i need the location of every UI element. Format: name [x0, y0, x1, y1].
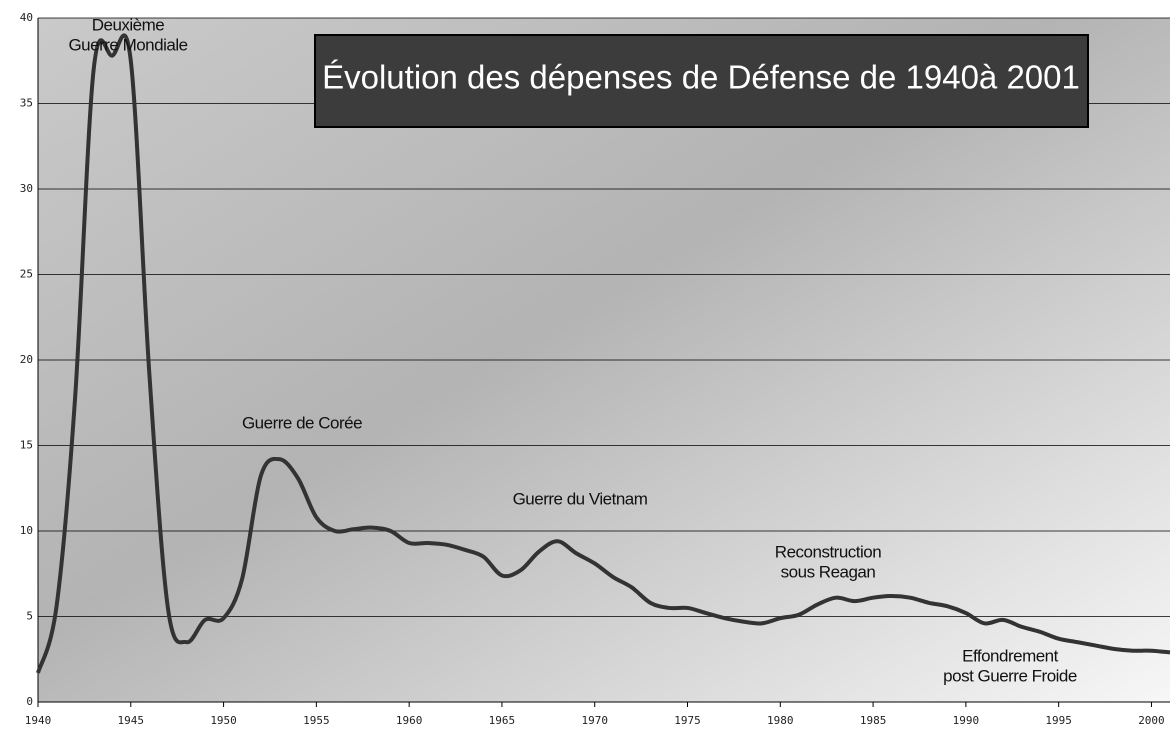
annotation: post Guerre Froide: [943, 666, 1077, 685]
annotation: Guerre de Corée: [242, 413, 362, 432]
y-tick-label: 25: [20, 268, 33, 281]
y-tick-label: 15: [20, 439, 33, 452]
y-tick-label: 20: [20, 353, 33, 366]
x-tick-label: 1975: [674, 714, 701, 727]
annotation: Guerre du Vietnam: [513, 489, 648, 508]
x-tick-label: 1950: [210, 714, 237, 727]
annotation: sous Reagan: [781, 562, 876, 581]
x-tick-label: 1965: [489, 714, 516, 727]
x-tick-label: 1960: [396, 714, 423, 727]
y-tick-label: 35: [20, 97, 33, 110]
y-tick-label: 0: [26, 695, 33, 708]
y-tick-label: 30: [20, 182, 33, 195]
x-tick-label: 1945: [118, 714, 145, 727]
annotation: Effondrement: [962, 646, 1059, 665]
chart: Évolution des dépenses de Défense de 194…: [0, 0, 1172, 733]
y-tick-label: 5: [26, 610, 33, 623]
chart-title: Évolution des dépenses de Défense de 194…: [322, 59, 1080, 96]
x-tick-label: 1990: [953, 714, 980, 727]
x-tick-label: 1940: [25, 714, 52, 727]
annotation: Deuxième: [92, 15, 165, 34]
x-tick-label: 1955: [303, 714, 330, 727]
y-tick-label: 40: [20, 11, 33, 24]
x-tick-label: 2000: [1138, 714, 1165, 727]
x-tick-label: 1980: [767, 714, 794, 727]
y-tick-label: 10: [20, 524, 33, 537]
x-tick-label: 1970: [581, 714, 608, 727]
x-tick-label: 1985: [860, 714, 887, 727]
annotation: Guerre Mondiale: [68, 35, 187, 54]
annotation: Reconstruction: [775, 542, 881, 561]
x-tick-label: 1995: [1045, 714, 1072, 727]
